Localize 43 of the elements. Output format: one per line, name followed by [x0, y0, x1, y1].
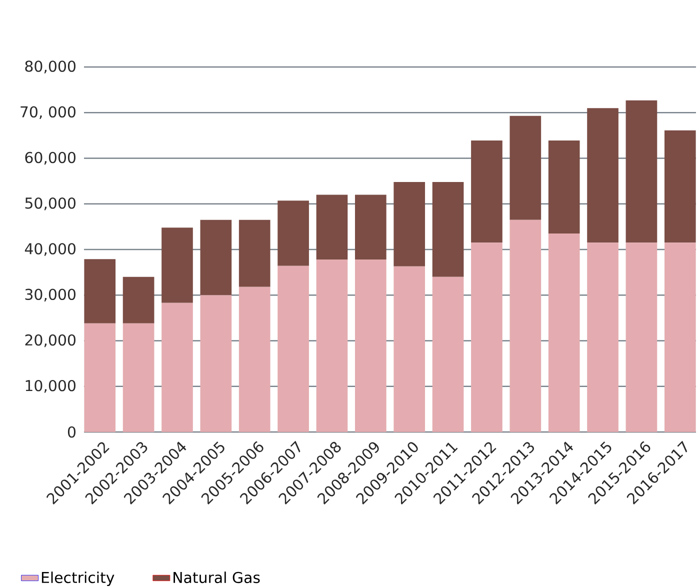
- bar: [354, 194, 386, 260]
- y-tick-label: 10,000: [26, 380, 76, 393]
- bar: [587, 242, 618, 432]
- bar: [316, 260, 348, 432]
- y-tick-label: 80,000: [25, 60, 76, 74]
- bar: [587, 108, 618, 243]
- bar: [278, 266, 309, 432]
- bar: [471, 242, 502, 432]
- bar: [664, 242, 696, 432]
- bar: [84, 323, 116, 432]
- bar: [510, 116, 542, 220]
- bar: [316, 194, 348, 260]
- bar: [162, 302, 193, 432]
- y-tick-label: 20,000: [25, 334, 76, 348]
- y-tick-label: 60,000: [25, 152, 76, 165]
- bar: [432, 276, 464, 432]
- bar: [548, 140, 580, 234]
- bar: [664, 130, 696, 243]
- y-tick-label: 70, 000: [20, 106, 76, 120]
- y-tick-label: 50,000: [25, 197, 76, 210]
- y-tick-label: 0: [68, 426, 76, 438]
- bar: [238, 286, 270, 432]
- y-tick-label: 40,000: [24, 243, 76, 256]
- bar: [394, 182, 426, 266]
- bar: [548, 234, 580, 432]
- bar: [200, 295, 232, 432]
- bar: [394, 266, 426, 432]
- bar: [471, 140, 502, 243]
- bar: [122, 276, 154, 324]
- bar: [626, 242, 658, 432]
- bar: [354, 260, 386, 432]
- bar: [84, 259, 116, 324]
- bar: [162, 228, 193, 303]
- bar: [122, 323, 154, 432]
- bar: [432, 182, 464, 277]
- legend-label: Natural Gas: [174, 572, 260, 584]
- bar: [510, 220, 542, 432]
- legend-label: Electricity: [42, 572, 114, 586]
- bar: [200, 220, 232, 296]
- bar: [238, 220, 270, 287]
- y-tick-label: 30,000: [25, 288, 76, 302]
- bar: [278, 200, 309, 266]
- bar: [626, 100, 658, 243]
